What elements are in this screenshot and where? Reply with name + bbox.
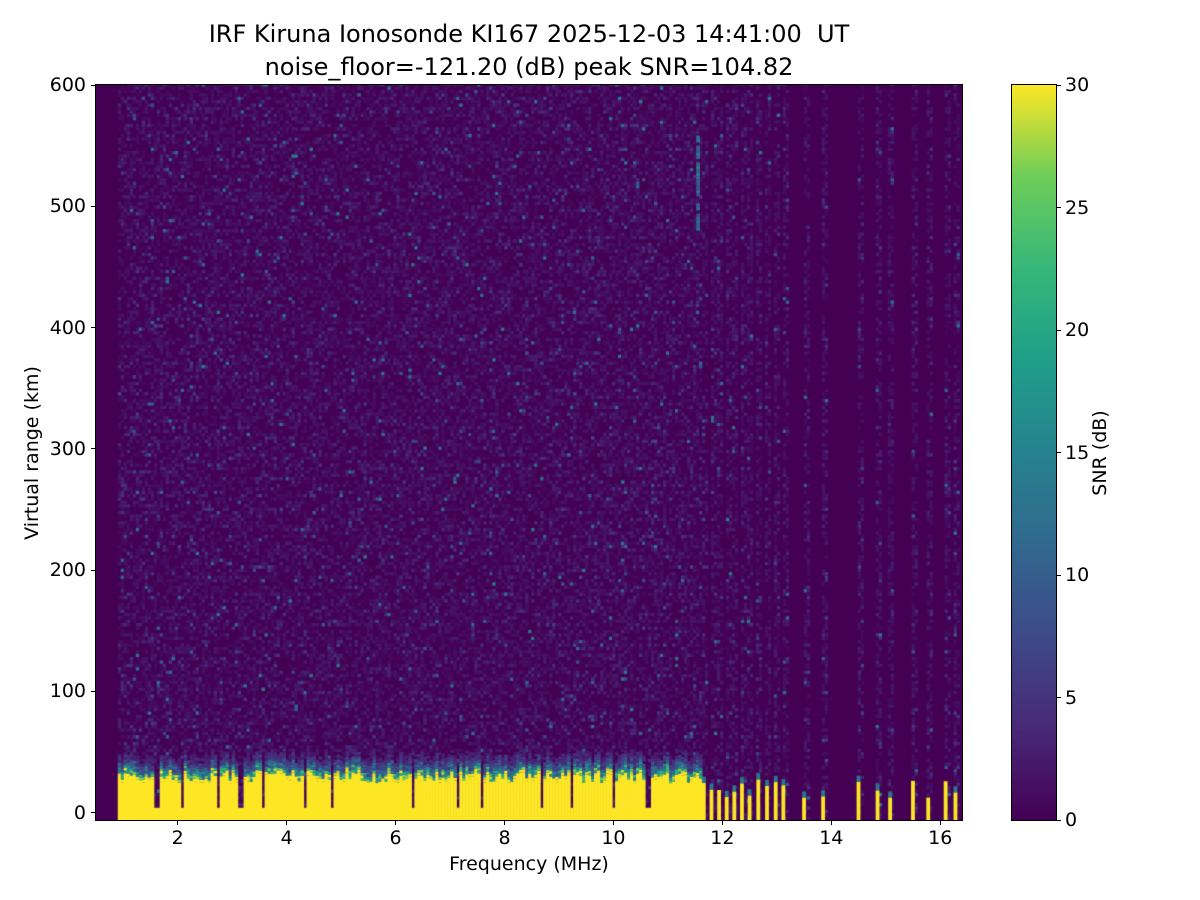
x-tick-label: 14 [819,827,844,849]
colorbar-tick [1057,84,1061,86]
y-tick-label: 600 [49,74,86,96]
y-tick-label: 100 [49,680,86,703]
x-tick-label: 12 [710,827,735,849]
colorbar-tick [1057,452,1061,453]
x-tick-label: 6 [389,827,402,849]
colorbar-tick [1057,574,1061,576]
chart-title: IRF Kiruna Ionosonde KI167 2025-12-03 14… [208,20,850,48]
plot-area [95,84,963,821]
x-tick-label: 4 [280,827,293,849]
y-tick-label: 0 [73,801,86,824]
x-tick [721,821,723,825]
x-tick [503,821,505,825]
y-tick-label: 500 [49,195,86,218]
colorbar-tick-label: 25 [1065,196,1090,219]
chart-subtitle: noise_floor=-121.20 (dB) peak SNR=104.82 [264,53,794,81]
x-tick [177,821,179,825]
colorbar-tick-label: 0 [1065,809,1078,831]
x-tick [286,821,288,825]
x-tick [939,821,941,825]
colorbar-tick [1057,819,1061,821]
colorbar-tick-label: 30 [1065,74,1090,96]
x-tick-label: 16 [928,827,953,849]
y-tick-label: 200 [49,559,86,582]
x-tick [612,821,614,825]
colorbar-tick-label: 10 [1065,564,1090,586]
x-tick-label: 8 [498,827,511,849]
colorbar-tick-label: 15 [1065,441,1090,464]
y-tick [91,205,95,207]
y-tick [91,812,95,814]
y-tick [91,448,95,450]
colorbar-tick-label: 5 [1065,686,1078,709]
x-tick-label: 10 [601,827,626,849]
colorbar-tick [1057,207,1061,208]
x-tick-label: 2 [171,827,184,849]
colorbar-tick-label: 20 [1065,319,1090,341]
ionogram-heatmap-canvas [96,85,962,820]
y-tick-label: 300 [49,437,86,460]
colorbar [1011,84,1057,821]
x-axis-label: Frequency (MHz) [449,853,609,875]
x-tick [395,821,397,825]
y-tick [91,690,95,692]
colorbar-tick [1057,329,1061,331]
colorbar-tick [1057,697,1061,698]
y-tick [91,569,95,571]
y-tick [91,327,95,329]
x-tick [830,821,832,825]
y-tick-label: 400 [49,316,86,339]
y-tick [91,84,95,86]
